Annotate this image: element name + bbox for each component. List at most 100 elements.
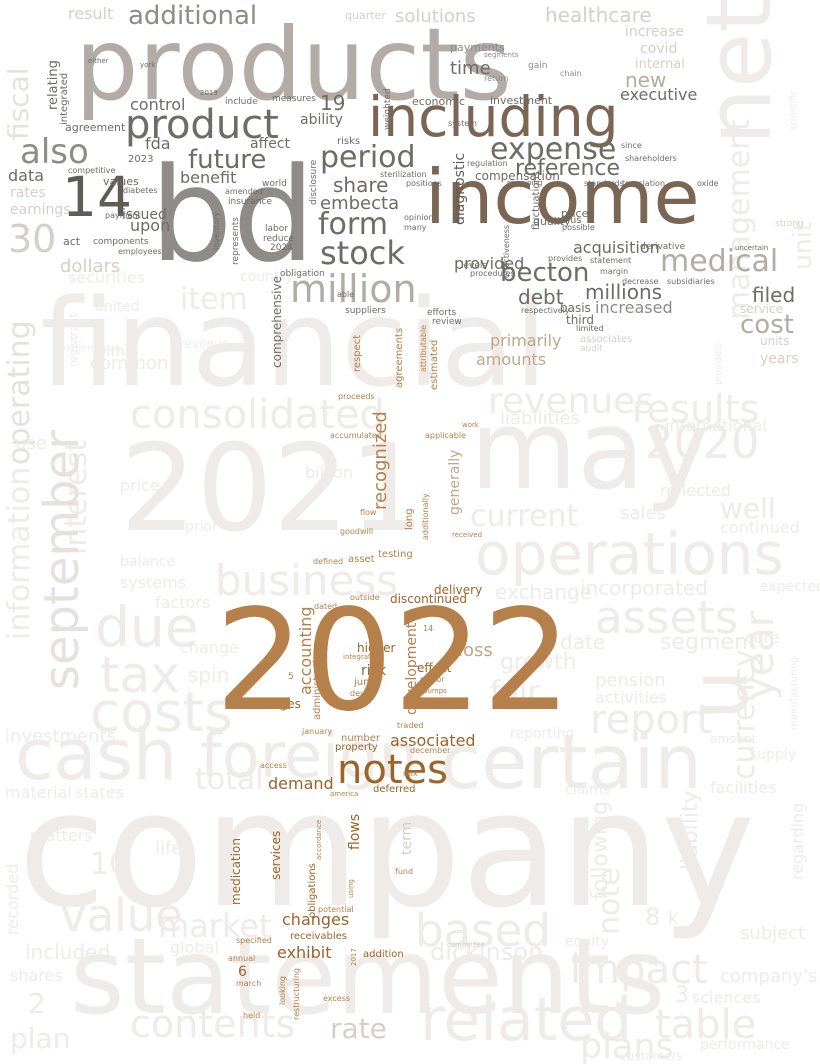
cloud-word: 2 <box>28 987 46 1020</box>
cloud-word: basis <box>560 301 591 315</box>
cloud-word: june <box>354 677 376 688</box>
cloud-word: derivative <box>640 242 686 252</box>
cloud-word: statements <box>70 916 666 1038</box>
cloud-word: us <box>570 215 582 226</box>
cloud-word: care <box>745 628 780 647</box>
cloud-word: 2020 <box>645 416 760 469</box>
cloud-word: proceeds <box>338 392 375 401</box>
cloud-word: levels <box>461 261 488 271</box>
cloud-word: common <box>90 353 169 374</box>
cloud-word: disclosure <box>309 159 319 205</box>
cloud-word: goodwill <box>340 527 374 536</box>
cloud-word: excess <box>323 994 351 1003</box>
cloud-word: restructuring <box>292 968 301 1020</box>
cloud-word: customers <box>620 1049 683 1063</box>
cloud-word: global <box>170 938 219 957</box>
cloud-word: pension <box>595 670 666 691</box>
cloud-word: positions <box>406 179 442 188</box>
cloud-word: strong <box>775 219 804 229</box>
cloud-word: work <box>462 421 479 429</box>
cloud-word: incorporated <box>580 576 708 600</box>
cloud-word: related <box>420 985 633 1055</box>
cloud-word: remaining <box>507 179 543 187</box>
cloud-word: amount <box>710 732 757 746</box>
cloud-word: 2021 <box>120 420 426 559</box>
cloud-word: oxide <box>697 179 719 188</box>
cloud-word: sales <box>620 503 666 524</box>
cloud-word: earnings <box>10 202 71 218</box>
cloud-word: quarter <box>345 9 386 22</box>
cloud-word: integrated <box>59 72 70 125</box>
cloud-word: performance <box>700 1037 790 1053</box>
cloud-word: committee <box>447 941 485 949</box>
cloud-word: dickinson <box>430 938 544 966</box>
cloud-word: 8 <box>645 903 661 931</box>
cloud-word: plans <box>580 1027 674 1064</box>
cloud-word: asset <box>348 554 375 565</box>
cloud-word: 6 <box>238 964 247 980</box>
cloud-word: 10 <box>90 847 129 882</box>
cloud-word: performance <box>60 344 118 354</box>
cloud-word: costs <box>90 680 233 744</box>
cloud-word: market <box>158 907 272 945</box>
cloud-word: within <box>95 344 138 360</box>
cloud-word: opinion <box>404 213 434 222</box>
cloud-word: applicable <box>425 431 467 440</box>
cloud-word: effectiveness <box>502 224 511 278</box>
cloud-word: december <box>410 746 451 755</box>
cloud-word: system <box>448 119 477 128</box>
cloud-word: limited <box>576 324 604 333</box>
cloud-word: activities <box>595 688 668 707</box>
cloud-word: fiscal <box>2 67 35 140</box>
cloud-word: segment <box>660 630 757 655</box>
cloud-word: include <box>225 97 258 107</box>
cloud-word: filed <box>752 283 796 307</box>
cloud-word: material <box>5 783 72 802</box>
cloud-word: k <box>668 908 679 929</box>
cloud-word: sterilization <box>380 170 427 179</box>
cloud-word: also <box>20 132 89 172</box>
cloud-word: 5 <box>288 672 294 682</box>
cloud-word: sciences <box>692 988 761 1007</box>
cloud-word: data <box>8 166 45 185</box>
cloud-word: dated <box>314 602 338 611</box>
cloud-word: using <box>347 879 355 898</box>
cloud-word: acquisition <box>573 238 660 257</box>
cloud-word: margin <box>600 267 629 276</box>
cloud-word: reporting <box>510 726 575 742</box>
cloud-word: 30 <box>8 217 57 261</box>
cloud-word: continued <box>720 518 800 537</box>
cloud-word: consolidated <box>130 392 385 438</box>
cloud-word: fair <box>490 675 540 710</box>
cloud-word: weighted <box>383 88 393 130</box>
cloud-word: results <box>632 387 760 431</box>
cloud-word: diagnostic <box>452 152 468 225</box>
cloud-word: amended <box>225 187 263 196</box>
cloud-word: providers <box>714 342 724 385</box>
cloud-word: total <box>195 762 264 797</box>
cloud-word: services <box>269 830 283 880</box>
cloud-word: world <box>262 179 287 189</box>
cloud-word: million <box>290 267 417 311</box>
cloud-word: september <box>34 430 90 690</box>
cloud-word: measures <box>272 94 316 104</box>
cloud-word: annual <box>228 954 256 963</box>
cloud-word: either <box>88 57 109 65</box>
cloud-word: impact <box>570 947 708 993</box>
cloud-word: benefit <box>180 168 237 187</box>
cloud-word: revenues <box>488 381 655 422</box>
cloud-word: america <box>330 790 359 798</box>
cloud-word: growth <box>500 650 577 675</box>
cloud-word: associates <box>580 334 633 345</box>
cloud-word: segments <box>484 51 519 59</box>
cloud-word: product <box>125 102 279 148</box>
cloud-word: integration <box>343 653 382 661</box>
cloud-word: securities <box>68 268 146 287</box>
cloud-word: components <box>93 237 149 247</box>
cloud-word: notes <box>337 747 448 793</box>
cloud-word: compensation <box>475 169 560 183</box>
cloud-word: future <box>188 145 267 175</box>
cloud-word: spin <box>188 663 230 687</box>
cloud-word: debt <box>518 285 564 309</box>
cloud-word: discontinued <box>390 592 467 606</box>
